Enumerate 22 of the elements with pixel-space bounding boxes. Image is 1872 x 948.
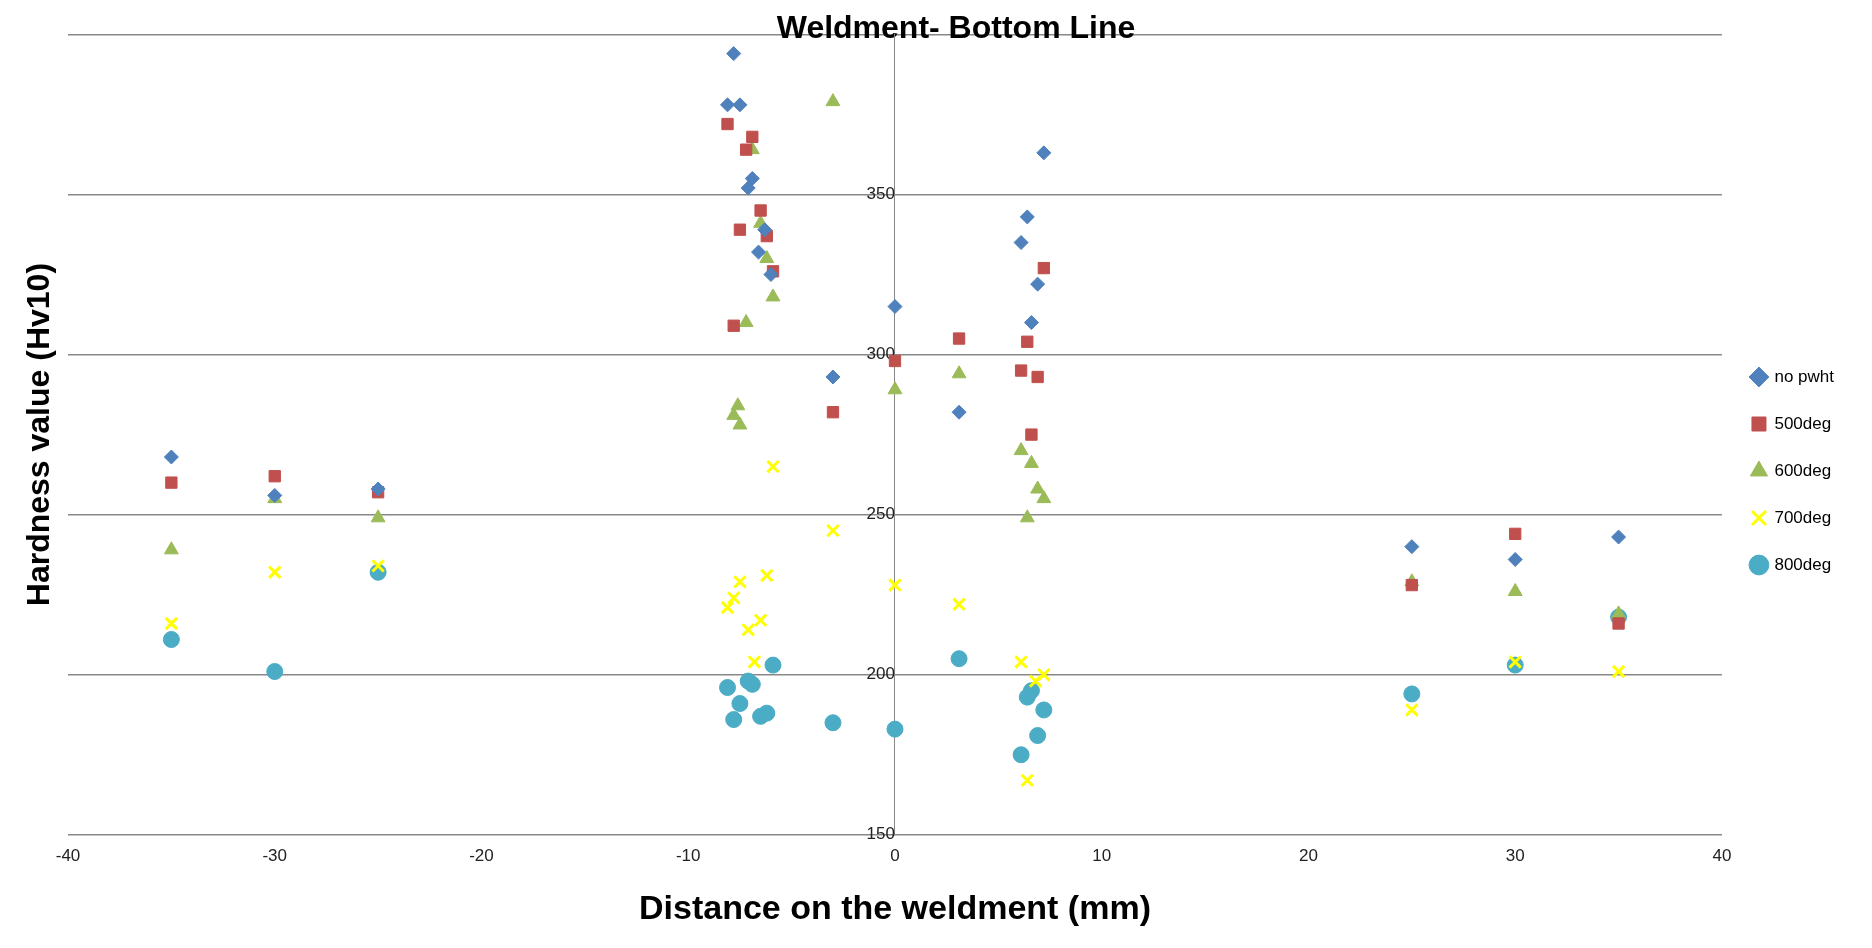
- x-axis-title: Distance on the weldment (mm): [638, 887, 1151, 926]
- x-tick-label: 0: [890, 845, 900, 865]
- legend-label: 800deg: [1774, 554, 1832, 574]
- y-tick-label: 150: [866, 824, 895, 844]
- legend-label: 500deg: [1774, 413, 1832, 433]
- y-tick-label: 200: [866, 664, 895, 684]
- x-tick-label: -40: [55, 845, 81, 865]
- x-tick-label: 40: [1712, 845, 1732, 865]
- x-tick-label: 20: [1299, 845, 1318, 865]
- x-tick-label: 30: [1505, 845, 1525, 865]
- legend-label: 700deg: [1774, 507, 1832, 527]
- x-tick-label: -20: [469, 845, 494, 865]
- chart-title: Weldment- Bottom Line: [776, 9, 1136, 46]
- y-axis-title: Hardness value (Hv10): [19, 262, 56, 607]
- x-tick-label: -10: [675, 845, 701, 865]
- y-tick-label: 350: [866, 184, 895, 204]
- legend-label: no pwht: [1774, 366, 1835, 386]
- legend-label: 600deg: [1774, 460, 1832, 480]
- y-tick-label: 250: [866, 504, 895, 524]
- y-tick-label: 300: [866, 344, 895, 364]
- x-tick-label: 10: [1092, 845, 1112, 865]
- x-tick-label: -30: [262, 845, 288, 865]
